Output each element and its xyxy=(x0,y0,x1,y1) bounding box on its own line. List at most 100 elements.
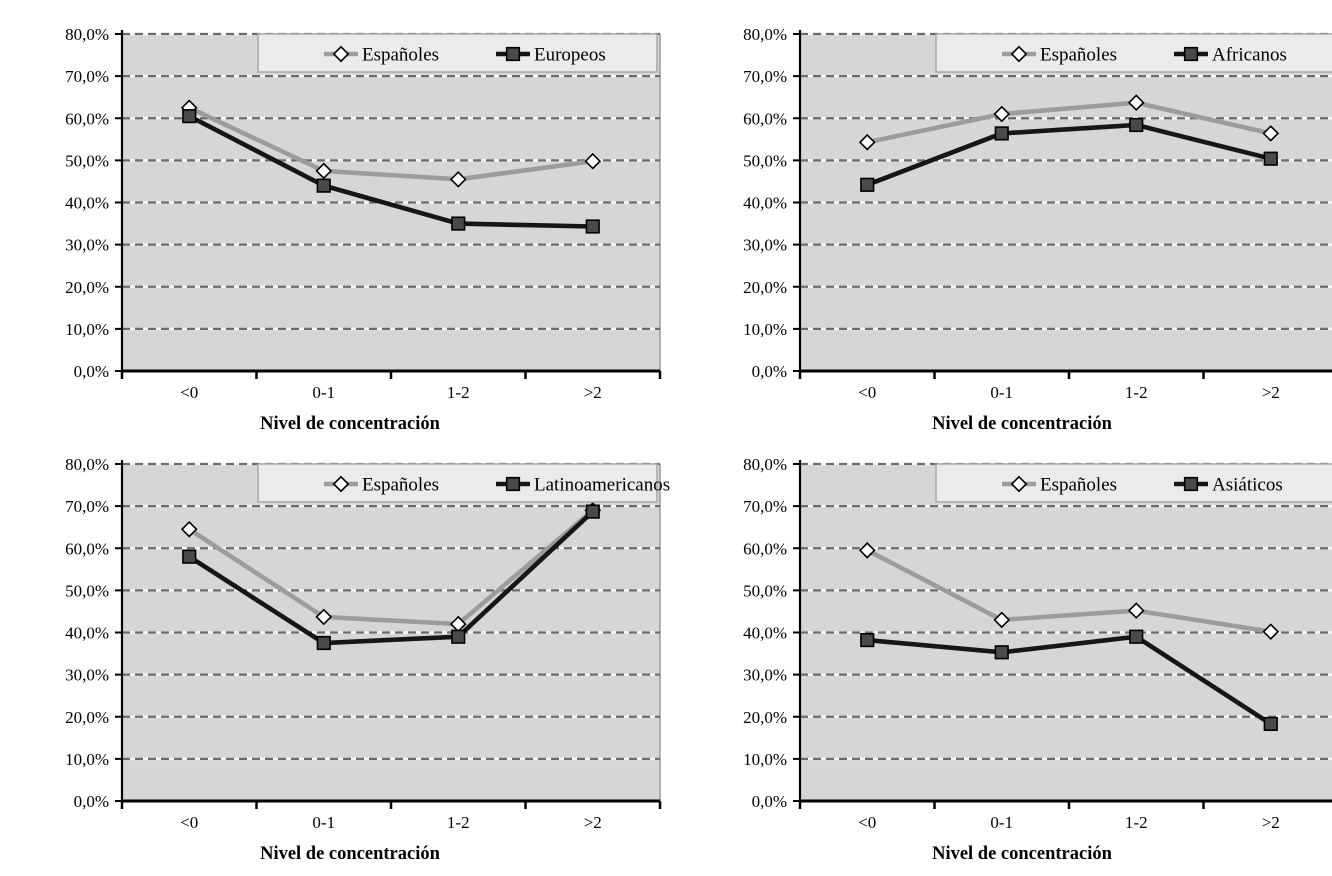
legend-label: Africanos xyxy=(1212,45,1287,66)
data-point-marker-square xyxy=(585,219,600,234)
data-point-marker-square xyxy=(994,126,1009,141)
x-axis-category-label: <0 xyxy=(180,813,198,832)
line-chart-svg: 0,0% 10,0% 20,0% 30,0% 40,0% 50,0% 60,0% 70,0% 8… xyxy=(743,455,1332,864)
x-axis-category-label: 1-2 xyxy=(447,813,470,832)
line-chart-svg: 0,0% 10,0% 20,0% 30,0% 40,0% 50,0% 60,0% 70,0% 8… xyxy=(65,455,670,864)
data-point-marker-diamond xyxy=(1127,602,1145,619)
y-axis-tick-label: 70,0% xyxy=(65,67,109,86)
legend: Españoles Asiáticos xyxy=(935,463,1332,503)
y-axis-tick-label: 80,0% xyxy=(65,455,109,474)
series-line xyxy=(186,508,596,627)
data-point-marker-square xyxy=(1129,629,1144,644)
legend-label: Españoles xyxy=(1040,475,1117,496)
data-point-marker-diamond xyxy=(1010,45,1028,63)
y-axis-tick-label: 20,0% xyxy=(743,708,787,727)
series-europeos xyxy=(182,109,600,234)
data-point-marker-diamond xyxy=(332,475,350,493)
x-axis-category-label: 0-1 xyxy=(990,383,1013,402)
series-line xyxy=(186,113,596,229)
y-axis-tick-label: 80,0% xyxy=(65,25,109,44)
data-point-marker-square xyxy=(182,109,197,124)
y-axis-tick-label: 40,0% xyxy=(65,194,109,213)
y-axis-tick-label: 50,0% xyxy=(743,151,787,170)
data-point-marker-square xyxy=(1129,117,1144,133)
y-axis-tick-label: 30,0% xyxy=(65,666,109,685)
y-axis-tick-label: 50,0% xyxy=(743,581,787,600)
y-axis-tick-label: 40,0% xyxy=(65,624,109,643)
legend: Españoles Africanos xyxy=(935,33,1332,73)
y-axis-tick-label: 0,0% xyxy=(752,362,787,381)
legend-label: Españoles xyxy=(362,45,439,66)
y-axis-tick-label: 80,0% xyxy=(743,455,787,474)
x-axis-category-label: <0 xyxy=(858,813,876,832)
y-axis-tick-label: 30,0% xyxy=(743,236,787,255)
y-axis-tick-label: 70,0% xyxy=(743,497,787,516)
x-axis-category-label: >2 xyxy=(584,813,602,832)
x-axis-category-label: 1-2 xyxy=(1125,383,1148,402)
data-point-marker-diamond xyxy=(1262,125,1280,142)
x-axis-category-label: 1-2 xyxy=(447,383,470,402)
y-axis-tick-label: 20,0% xyxy=(743,278,787,297)
x-axis-category-label: 0-1 xyxy=(312,813,335,832)
data-point-marker-diamond xyxy=(315,162,333,180)
y-axis-tick-label: 60,0% xyxy=(743,109,787,128)
data-point-marker-square xyxy=(1263,151,1278,166)
y-axis-tick-label: 0,0% xyxy=(74,792,109,811)
data-point-marker-square xyxy=(451,629,466,644)
data-point-marker-diamond xyxy=(993,611,1011,629)
legend: Españoles Europeos xyxy=(257,33,658,73)
data-point-marker-diamond xyxy=(584,152,602,170)
y-axis-tick-label: 60,0% xyxy=(65,539,109,558)
data-point-marker-square xyxy=(860,632,875,648)
series-españoles xyxy=(180,99,602,188)
y-axis-tick-label: 30,0% xyxy=(743,666,787,685)
line-chart-svg: 0,0% 10,0% 20,0% 30,0% 40,0% 50,0% 60,0% 70,0% 8… xyxy=(743,25,1332,434)
y-axis-tick-label: 40,0% xyxy=(743,624,787,643)
x-axis-title: Nivel de concentración xyxy=(260,844,441,864)
data-point-marker-diamond xyxy=(1262,623,1280,640)
x-axis-title: Nivel de concentración xyxy=(932,844,1113,864)
x-axis-title: Nivel de concentración xyxy=(260,414,441,434)
data-point-marker-square xyxy=(994,645,1009,660)
x-axis-category-label: <0 xyxy=(180,383,198,402)
chart-espanoles-vs-latinoamericanos: 0,0% 10,0% 20,0% 30,0% 40,0% 50,0% 60,0% 70,0% 8… xyxy=(40,446,706,876)
y-axis-tick-label: 60,0% xyxy=(743,539,787,558)
data-point-marker-square xyxy=(505,46,521,62)
series-españoles xyxy=(858,542,1280,640)
data-point-marker-diamond xyxy=(858,133,876,151)
data-point-marker-square xyxy=(451,216,466,231)
data-point-marker-diamond xyxy=(315,608,333,626)
y-axis-tick-label: 10,0% xyxy=(65,320,109,339)
x-axis-category-label: <0 xyxy=(858,383,876,402)
x-axis-category-label: 0-1 xyxy=(312,383,335,402)
x-axis-category-label: 0-1 xyxy=(990,813,1013,832)
legend-label: Europeos xyxy=(534,45,606,66)
chart-espanoles-vs-asiaticos: 0,0% 10,0% 20,0% 30,0% 40,0% 50,0% 60,0% 70,0% 8… xyxy=(706,446,1332,876)
series-line xyxy=(186,105,596,182)
series-asiáticos xyxy=(860,629,1278,732)
legend-label: Españoles xyxy=(362,475,439,496)
series-line xyxy=(864,548,1274,634)
series-line xyxy=(864,634,1274,727)
chart-espanoles-vs-africanos: 0,0% 10,0% 20,0% 30,0% 40,0% 50,0% 60,0% 70,0% 8… xyxy=(706,16,1332,446)
y-axis-tick-label: 60,0% xyxy=(65,109,109,128)
data-point-marker-square xyxy=(860,177,875,192)
data-point-marker-square xyxy=(1183,46,1199,62)
series-line xyxy=(186,509,596,646)
line-chart-svg: 0,0% 10,0% 20,0% 30,0% 40,0% 50,0% 60,0% 70,0% 8… xyxy=(65,25,662,434)
y-axis-tick-label: 10,0% xyxy=(743,750,787,769)
data-point-marker-square xyxy=(1263,716,1278,732)
x-axis-title: Nivel de concentración xyxy=(932,414,1113,434)
y-axis-tick-label: 40,0% xyxy=(743,194,787,213)
series-latinoamericanos xyxy=(182,504,600,651)
x-axis-category-label: >2 xyxy=(1262,813,1280,832)
data-point-marker-diamond xyxy=(993,105,1011,123)
legend-label: Latinoamericanos xyxy=(534,475,670,496)
data-point-marker-square xyxy=(316,635,331,651)
y-axis-tick-label: 80,0% xyxy=(743,25,787,44)
series-españoles xyxy=(858,94,1280,151)
y-axis-tick-label: 10,0% xyxy=(65,750,109,769)
legend-label: Asiáticos xyxy=(1212,475,1283,496)
x-axis-category-label: >2 xyxy=(584,383,602,402)
